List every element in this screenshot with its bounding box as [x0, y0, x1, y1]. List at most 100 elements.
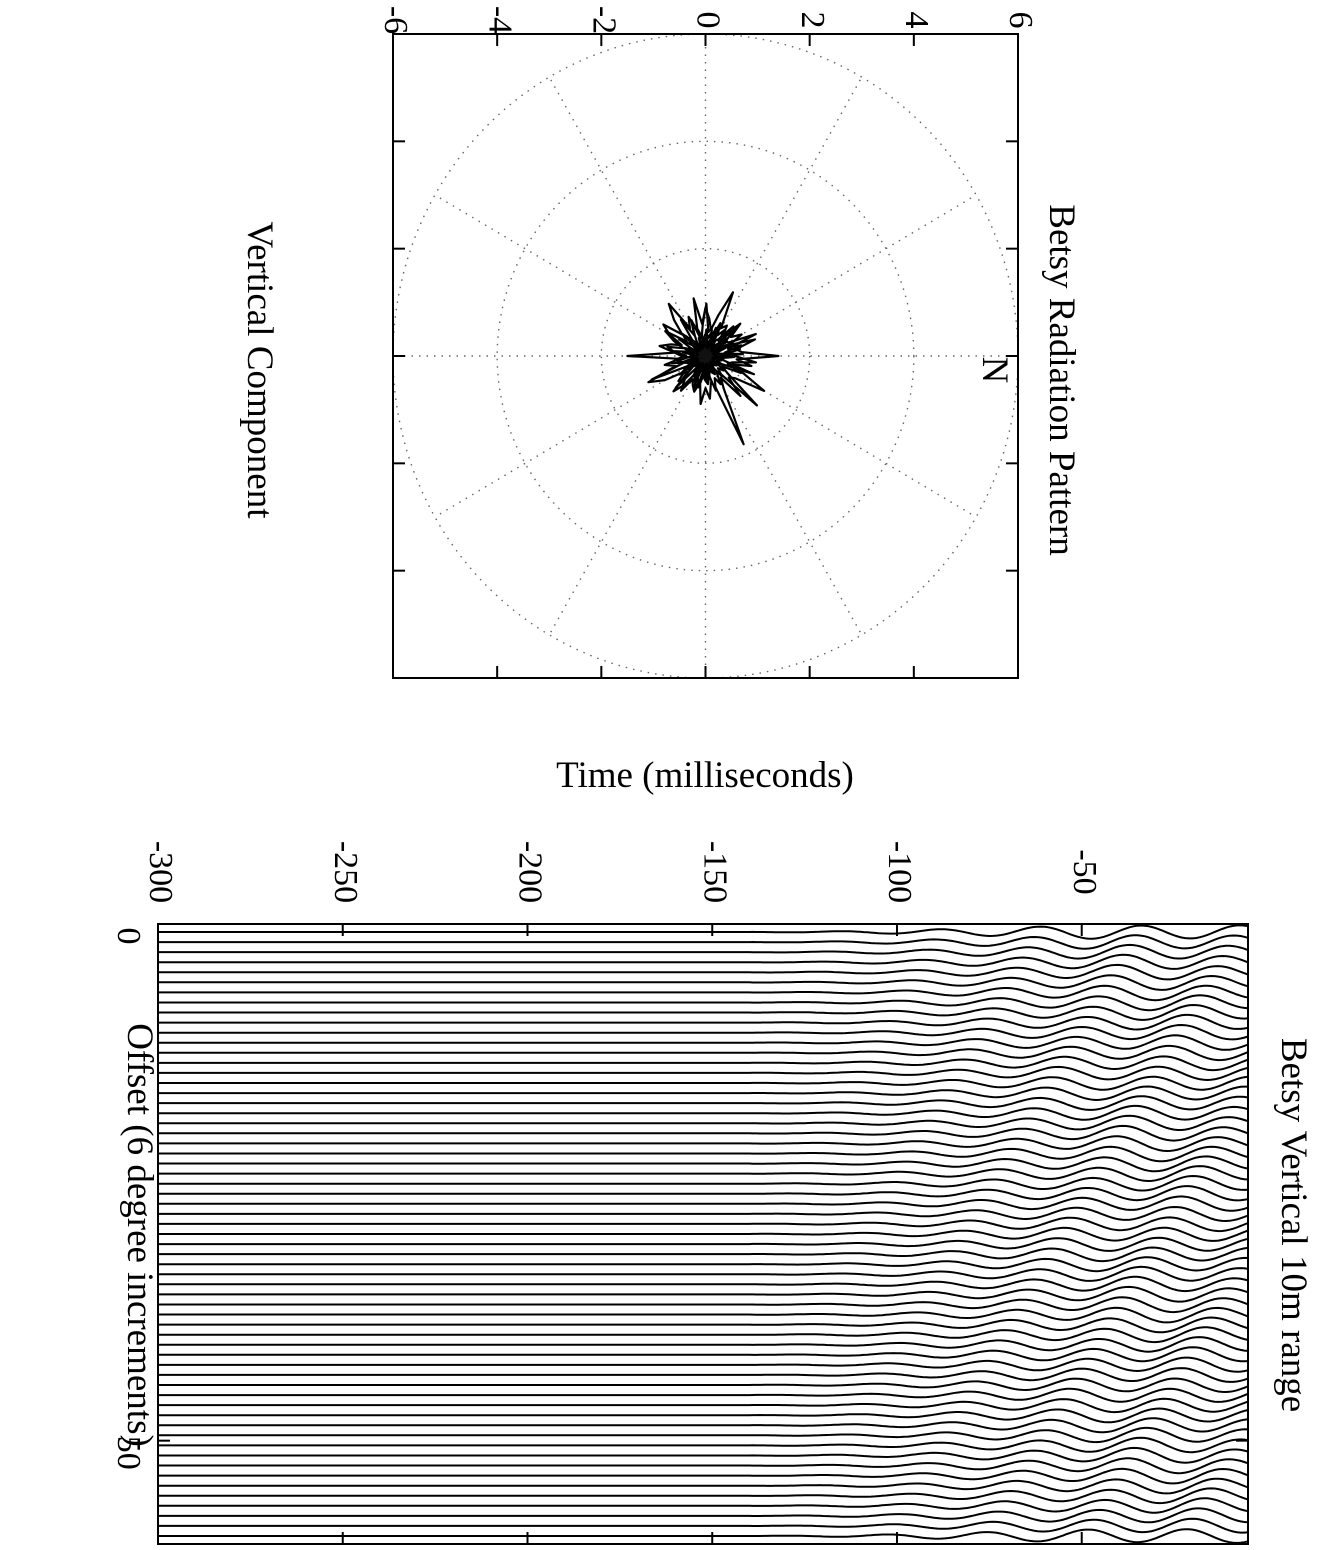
seismic-trace [158, 1457, 1249, 1475]
seismic-trace [158, 1065, 1249, 1082]
seismic-trace [158, 924, 1249, 940]
seismic-trace [158, 1044, 1249, 1062]
seismic-trace [158, 1377, 1249, 1394]
seismic-trace [158, 1205, 1249, 1223]
seismic-trace [158, 994, 1249, 1012]
radiation-pattern-series [626, 291, 780, 446]
seismic-trace [158, 953, 1249, 970]
north-marker: N [974, 357, 1015, 384]
seismic-trace [158, 974, 1249, 991]
seismic-trace [158, 1034, 1249, 1051]
seismic-trace [158, 1517, 1249, 1534]
seismic-trace [158, 1256, 1249, 1273]
seismic-trace [158, 1507, 1249, 1524]
polar-tick-label: -4 [481, 6, 518, 34]
seismic-trace [158, 1135, 1249, 1153]
seismic-trace [158, 1185, 1249, 1202]
seismic-trace [158, 1467, 1249, 1485]
trace-chart-title: Betsy Vertical 10m range [1273, 1038, 1314, 1412]
seismic-trace [158, 1296, 1249, 1314]
seismic-trace [158, 1477, 1249, 1495]
seismic-trace [158, 1085, 1248, 1102]
seismic-trace [158, 943, 1249, 960]
trace-time-tick-label: -50 [1066, 849, 1103, 894]
polar-chart-xlabel: Vertical Component [239, 222, 280, 520]
seismic-trace [158, 1336, 1249, 1353]
seismic-trace [158, 1387, 1249, 1403]
seismic-trace [158, 1236, 1249, 1252]
seismic-trace [158, 1426, 1249, 1444]
polar-tick-label: 2 [794, 12, 831, 29]
seismic-trace [158, 1417, 1249, 1434]
radiation-pattern-line [686, 333, 731, 380]
polar-grid-ring [496, 140, 915, 572]
seismic-trace [158, 1195, 1249, 1212]
seismic-trace [158, 1316, 1249, 1334]
trace-time-tick-label: -250 [327, 841, 364, 903]
trace-time-tick-label: -200 [512, 841, 549, 903]
seismic-trace [158, 1346, 1249, 1363]
trace-time-tick-label: -100 [881, 841, 918, 903]
seismic-trace [158, 1446, 1249, 1464]
seismic-trace [158, 984, 1249, 1002]
seismic-trace [158, 1246, 1249, 1263]
seismic-trace [158, 1226, 1249, 1242]
trace-tick-marks [157, 923, 1248, 1544]
seismic-trace [158, 1124, 1249, 1142]
seismic-trace [158, 1397, 1249, 1414]
seismic-trace [158, 1285, 1249, 1303]
trace-plot-frame [157, 923, 1249, 1545]
seismic-trace [158, 1407, 1249, 1424]
seismic-trace [158, 1326, 1249, 1344]
polar-grid-spoke [548, 355, 707, 636]
seismic-trace [158, 963, 1249, 981]
seismic-trace [158, 934, 1249, 950]
radiation-pattern-chart: -6 -4 -2 0 2 4 6 Betsy Radiation Pattern Verti… [239, 6, 1082, 679]
seismic-trace [158, 1306, 1249, 1324]
seismic-trace [158, 1216, 1249, 1233]
polar-grid-spoke [704, 76, 863, 357]
trace-offset-tick-label: 50 [110, 1436, 147, 1470]
trace-time-tick-label: -300 [142, 841, 179, 903]
seismic-trace [158, 1055, 1249, 1072]
polar-tick-label: 4 [898, 12, 935, 29]
seismic-trace [158, 1075, 1249, 1091]
seismic-trace [158, 1095, 1249, 1111]
seismic-trace [158, 1367, 1249, 1383]
seismic-trace [158, 1174, 1249, 1192]
polar-chart-title: Betsy Radiation Pattern [1041, 204, 1082, 555]
seismic-trace [158, 1104, 1249, 1121]
polar-tick-label: -2 [586, 6, 623, 34]
seismic-trace [158, 1013, 1249, 1031]
seismic-trace [158, 1145, 1249, 1163]
seismic-trace [158, 1155, 1249, 1173]
seismic-trace [158, 1023, 1249, 1041]
polar-grid-spoke [548, 76, 707, 357]
radiation-pattern-line [626, 291, 780, 446]
polar-tick-labels: -6 -4 -2 0 2 4 6 [377, 6, 1039, 34]
polar-tick-label: -6 [377, 6, 414, 34]
seismic-trace-chart: Time (milliseconds) -300 -250 -200 -150 -100… [110, 755, 1314, 1545]
polar-grid-spoke [705, 194, 977, 357]
polar-grid-spoke [705, 355, 977, 518]
seismic-trace [158, 1275, 1249, 1293]
seismic-trace [158, 1114, 1249, 1131]
seismic-traces [158, 924, 1249, 1544]
seismic-trace [158, 1003, 1249, 1021]
seismic-trace [158, 1356, 1249, 1373]
seismic-trace [158, 1497, 1249, 1514]
trace-chart-xlabel: Offset (6 degree increments) [119, 1023, 160, 1447]
trace-time-tick-label: -150 [696, 841, 733, 903]
seismic-trace [158, 1165, 1249, 1183]
polar-tick-label: 0 [690, 12, 727, 29]
trace-chart-ylabel: Time (milliseconds) [556, 755, 854, 796]
seismic-trace [158, 1265, 1249, 1282]
polar-grid-ring [600, 247, 811, 465]
polar-tick-marks [392, 33, 1019, 679]
seismic-trace [158, 1528, 1249, 1544]
polar-tick-label: 6 [1002, 12, 1039, 29]
seismic-trace [158, 1487, 1249, 1505]
trace-tick-labels: -300 -250 -200 -150 -100 -50 0 50 [110, 841, 1103, 1470]
polar-grid-spoke [704, 355, 863, 636]
